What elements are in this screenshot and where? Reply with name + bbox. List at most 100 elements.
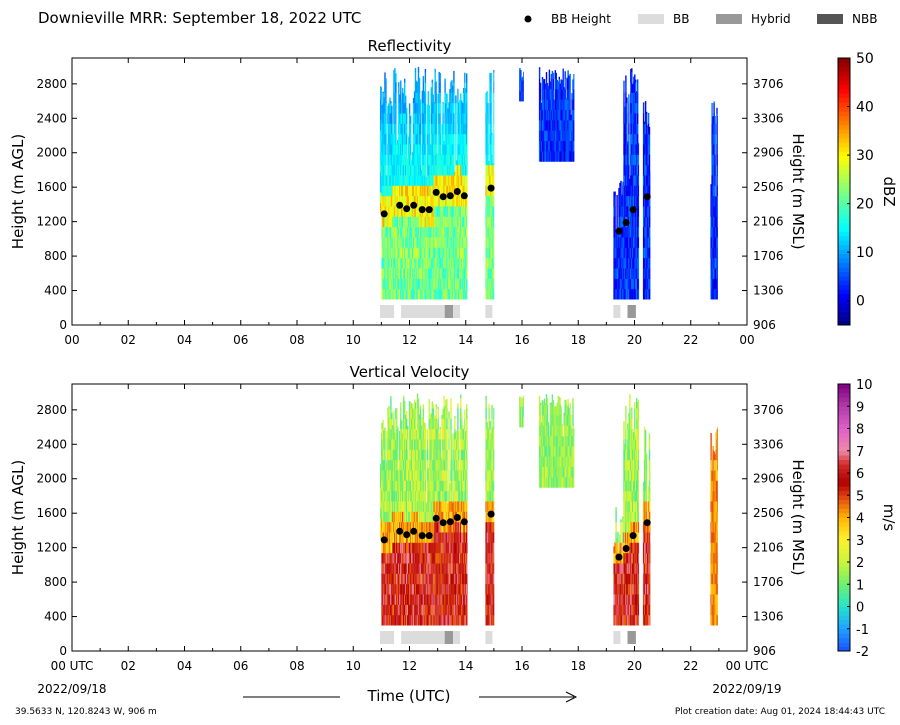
field-cell <box>429 604 431 616</box>
field-cell <box>461 470 463 481</box>
field-cell <box>444 195 446 207</box>
field-cell <box>406 594 408 605</box>
field-cell <box>463 226 465 238</box>
field-cell <box>642 102 645 104</box>
field-cell <box>615 268 617 279</box>
field-cell <box>392 490 394 502</box>
field-cell <box>415 614 418 626</box>
field-cell <box>384 164 386 176</box>
field-cell <box>489 175 491 186</box>
field-cell <box>380 130 382 141</box>
field-cell <box>461 278 463 290</box>
field-cell <box>632 195 634 207</box>
field-cell <box>384 573 386 585</box>
legend: BB Height BB Hybrid NBB <box>524 12 877 26</box>
field-cell <box>463 439 465 450</box>
field-cell <box>424 154 427 166</box>
field-cell <box>458 501 460 512</box>
field-cell <box>458 542 460 554</box>
field-cell <box>451 195 453 207</box>
field-cell <box>465 511 467 523</box>
field-cell <box>419 552 422 564</box>
field-cell <box>412 470 415 481</box>
field-cell <box>457 257 459 269</box>
field-cell <box>421 102 424 114</box>
field-cell <box>447 133 449 145</box>
field-cell <box>438 216 440 228</box>
field-cell <box>415 459 418 471</box>
field-cell <box>437 247 439 259</box>
field-cell <box>404 408 406 419</box>
field-cell <box>646 237 649 248</box>
field-cell <box>439 185 441 197</box>
colorbar-cell <box>838 169 850 174</box>
field-cell <box>409 226 412 238</box>
field-cell <box>392 470 394 481</box>
field-cell <box>384 449 386 461</box>
bb-height-point <box>432 188 440 196</box>
field-cell <box>408 418 411 430</box>
field-cell <box>436 501 438 512</box>
field-cell <box>382 92 384 104</box>
field-cell <box>409 144 412 155</box>
field-cell <box>623 226 625 238</box>
field-cell <box>410 604 413 616</box>
field-cell <box>386 175 388 186</box>
field-cell <box>486 164 488 176</box>
field-cell <box>453 288 455 300</box>
field-cell <box>395 480 397 492</box>
field-cell <box>487 144 489 155</box>
field-cell <box>405 185 407 197</box>
field-cell <box>545 89 548 100</box>
field-cell <box>410 511 413 523</box>
field-cell <box>444 563 446 574</box>
field-cell <box>409 480 412 492</box>
field-cell <box>492 257 494 269</box>
field-cell <box>459 573 461 585</box>
field-cell <box>461 100 463 104</box>
field-cell <box>466 521 468 533</box>
field-cell <box>391 247 393 259</box>
field-cell <box>452 532 454 543</box>
field-cell <box>404 573 406 585</box>
colorbar-cell <box>838 213 850 219</box>
field-cell <box>385 123 387 135</box>
field-cell <box>411 278 414 290</box>
field-cell <box>644 102 647 114</box>
field-cell <box>493 226 495 238</box>
field-cell <box>632 175 634 186</box>
field-cell <box>543 89 546 100</box>
field-cell <box>485 268 487 279</box>
field-cell <box>401 257 403 269</box>
field-cell <box>450 185 452 197</box>
field-cell <box>398 247 400 259</box>
field-cell <box>437 123 439 135</box>
field-cell <box>456 430 458 440</box>
field-cell <box>415 257 418 269</box>
field-cell <box>438 71 440 83</box>
field-cell <box>394 449 396 461</box>
field-cell <box>412 428 415 440</box>
field-cell <box>408 501 410 512</box>
field-cell <box>427 573 429 585</box>
field-cell <box>445 237 447 248</box>
field-cell <box>408 103 411 114</box>
field-cell <box>409 563 412 574</box>
field-cell <box>409 154 412 166</box>
field-cell <box>423 195 426 207</box>
field-cell <box>487 594 489 605</box>
field-cell <box>403 113 405 124</box>
field-cell <box>466 102 468 114</box>
field-cell <box>440 257 442 269</box>
field-cell <box>448 133 450 145</box>
colorbar-cell <box>838 218 850 223</box>
field-cell <box>544 99 547 110</box>
field-cell <box>644 154 647 166</box>
field-cell <box>714 257 716 269</box>
field-cell <box>464 501 466 512</box>
field-cell <box>397 470 399 481</box>
field-cell <box>383 195 385 207</box>
field-cell <box>387 257 389 269</box>
field-cell <box>450 439 452 450</box>
